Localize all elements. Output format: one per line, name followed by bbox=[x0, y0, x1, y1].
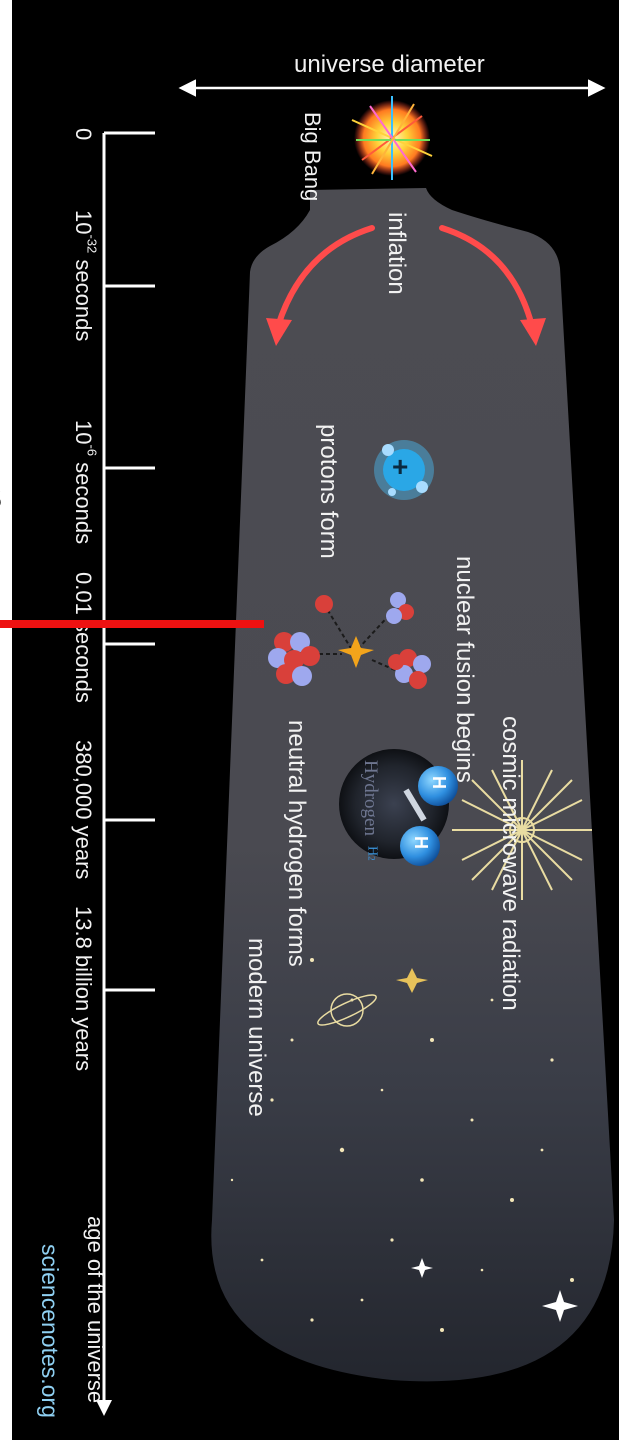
timeline-axis-label: age of the universe bbox=[83, 1216, 109, 1404]
diameter-label: universe diameter bbox=[294, 51, 485, 78]
nucleus-large bbox=[268, 632, 320, 686]
hydrogen-atom-1 bbox=[418, 766, 458, 806]
tick-label-5: 13.8 billion years bbox=[71, 906, 97, 1072]
big-bang-label: Big Bang bbox=[300, 112, 325, 202]
stage-label-modern: modern universe bbox=[243, 938, 271, 1117]
stage-label-cmb: cosmic microwave radiation bbox=[497, 716, 524, 1011]
stage-label-inflation: inflation bbox=[383, 212, 411, 295]
tick-label-2: 10-6 seconds bbox=[71, 420, 100, 545]
credit-text: sciencenotes.org bbox=[37, 1244, 64, 1418]
big-bang-burst bbox=[351, 96, 433, 180]
timeline-arrowhead bbox=[96, 1400, 112, 1416]
tick-label-4: 380,000 years bbox=[71, 740, 97, 880]
stage-label-fusion: nuclear fusion begins bbox=[451, 556, 479, 783]
stage-label-hydrogen: neutral hydrogen forms bbox=[283, 720, 311, 967]
fusion-icon bbox=[268, 592, 431, 689]
planet-motif bbox=[317, 993, 377, 1027]
inflation-arrows bbox=[275, 225, 535, 329]
red-marker-line bbox=[0, 620, 264, 628]
proton-plus: + bbox=[392, 451, 409, 482]
diagram-panel: universe diameter Big Bang inflation pro… bbox=[12, 0, 619, 1440]
cropped-text-fragment: s bbox=[0, 470, 12, 550]
tick-label-1: 10-32 seconds bbox=[71, 210, 100, 342]
star-gold bbox=[396, 968, 428, 993]
starfield bbox=[230, 958, 574, 1332]
sun-motif bbox=[452, 760, 592, 900]
hydrogen-formula: H2 bbox=[364, 846, 380, 861]
tick-label-3: 0.01 seconds bbox=[71, 572, 97, 703]
proton-icon bbox=[374, 440, 434, 500]
inflation-arrowheads bbox=[266, 318, 546, 346]
diagram-graphics bbox=[96, 79, 614, 1416]
nucleus-right bbox=[388, 649, 431, 689]
hydrogen-atom-2 bbox=[400, 826, 440, 866]
h-atom-1-label: H bbox=[428, 776, 449, 789]
h-atom-2-label: H bbox=[410, 836, 431, 849]
tick-label-0: 0 bbox=[71, 128, 97, 141]
hydrogen-caption: Hydrogen bbox=[359, 760, 381, 836]
stage-label-protons: protons form bbox=[315, 424, 343, 559]
timeline-ticks bbox=[104, 131, 155, 992]
bright-star bbox=[411, 1258, 578, 1322]
